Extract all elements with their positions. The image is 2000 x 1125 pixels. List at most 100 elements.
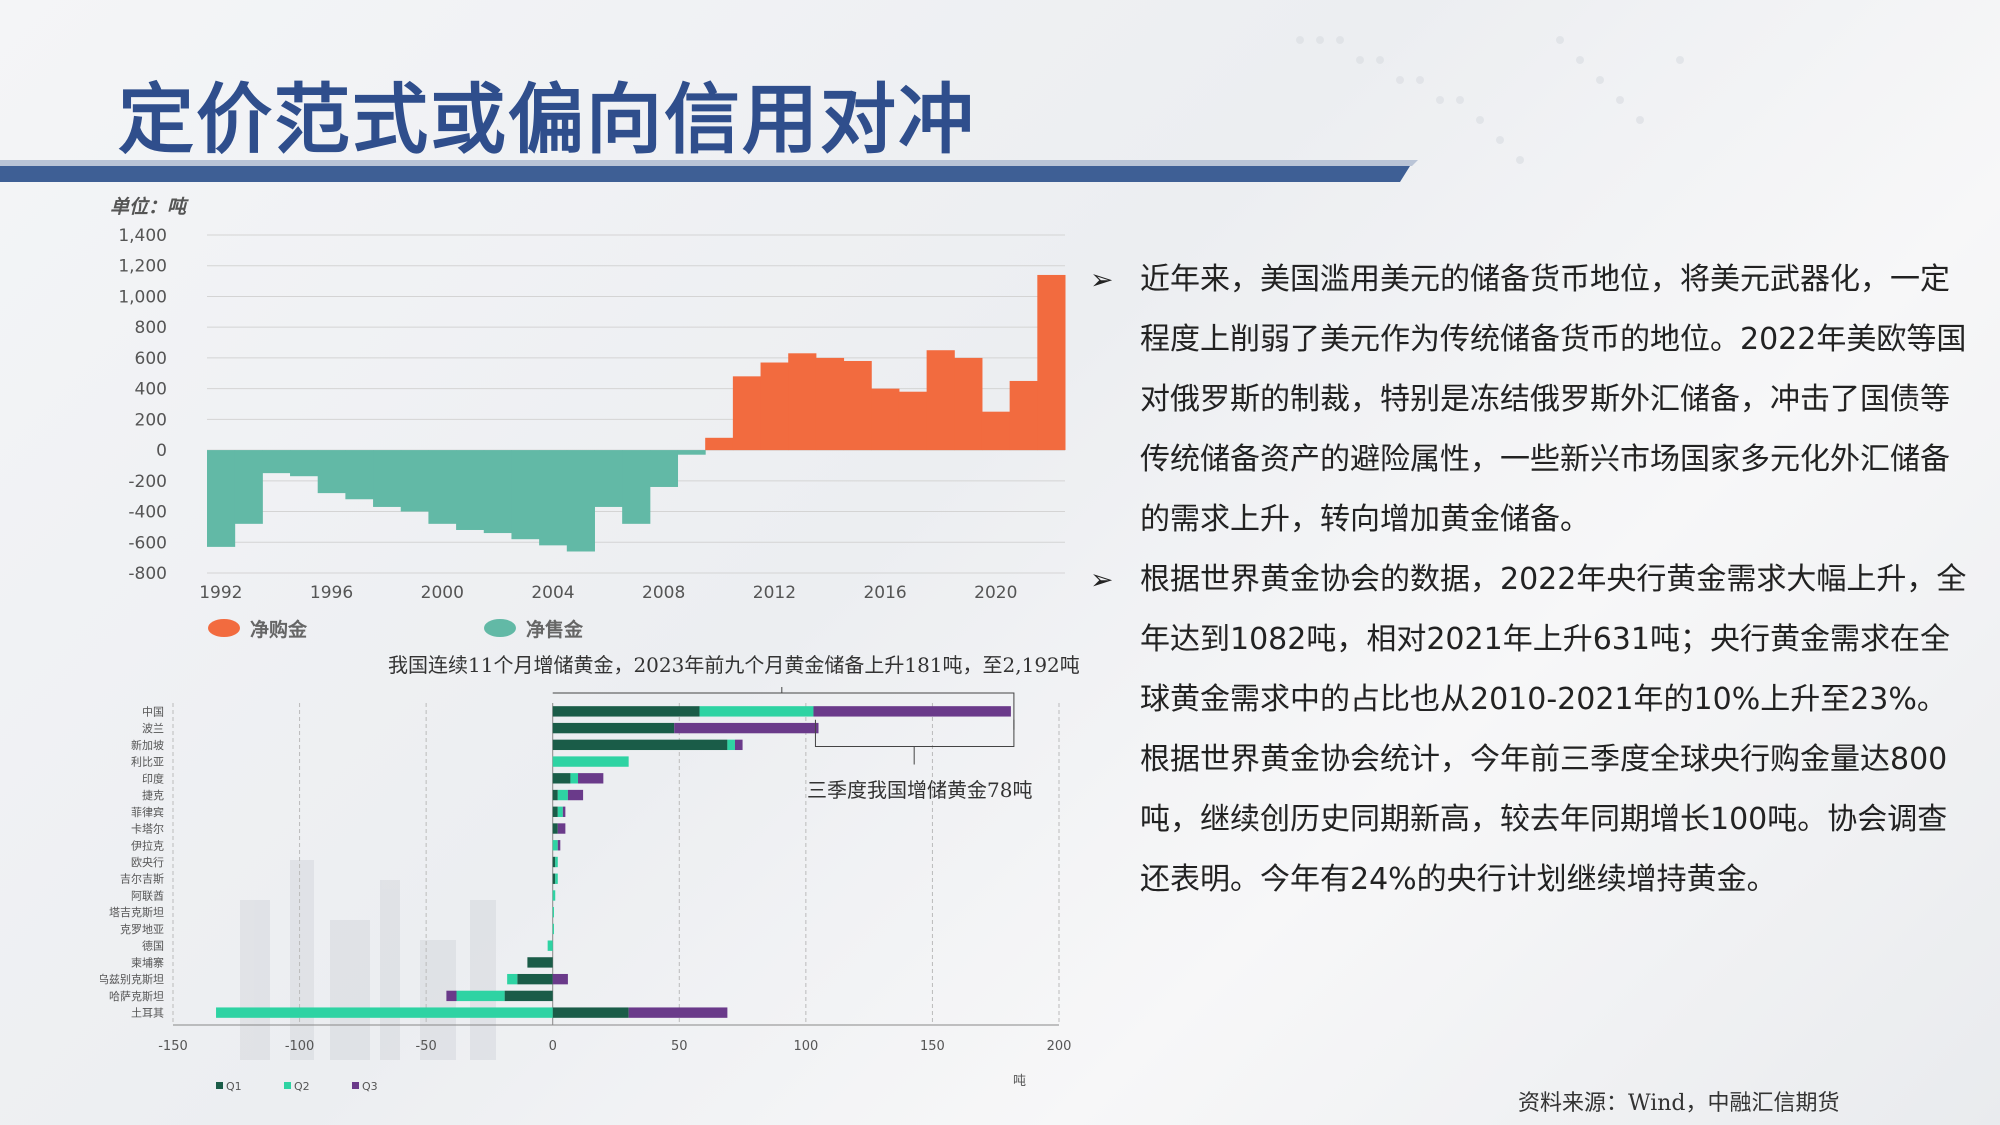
arrow-right-icon: ➢ — [1090, 563, 1114, 596]
bar-segment — [552, 739, 728, 751]
bar-segment — [555, 873, 558, 884]
bar-segment — [567, 789, 584, 801]
x-tick-label: 2020 — [974, 583, 1017, 603]
central-bank-purchase-chart: 我国连续11个月增储黄金，2023年前九个月黄金储备上升181吨，至2,192吨… — [100, 653, 1080, 1093]
bullet-item: ➢ 根据世界黄金协会的数据，2022年央行黄金需求大幅上升，全年达到1082吨，… — [1090, 550, 1970, 910]
bar-segment — [570, 773, 579, 784]
bar — [456, 450, 485, 530]
bar-segment — [552, 873, 556, 884]
bar — [1009, 380, 1038, 451]
y-tick-label: 800 — [135, 318, 167, 338]
bullet-item: ➢ 近年来，美国滥用美元的储备货币地位，将美元武器化，一定程度上削弱了美元作为传… — [1090, 250, 1970, 550]
bar — [760, 362, 789, 451]
category-label: 克罗地亚 — [120, 923, 164, 936]
bar-segment — [552, 973, 568, 985]
bar — [815, 357, 845, 451]
bar — [622, 450, 651, 524]
x-tick-label: 200 — [1047, 1039, 1072, 1054]
category-label: 塔吉克斯坦 — [109, 905, 164, 919]
bar-segment — [699, 706, 814, 717]
bar-segment — [552, 722, 675, 734]
y-tick-label: 0 — [156, 441, 167, 461]
bar-segment — [552, 823, 558, 834]
y-tick-label: -200 — [128, 472, 167, 492]
legend-swatch — [284, 1082, 291, 1089]
bar-segment — [552, 806, 558, 817]
legend-swatch — [216, 1082, 223, 1089]
x-tick-label: 2012 — [753, 583, 796, 603]
bar — [262, 450, 291, 474]
title-underline-bar — [0, 160, 1418, 182]
legend-swatch-net-sell — [484, 619, 516, 637]
bar-series — [207, 274, 1066, 552]
x-tick-label: 50 — [671, 1039, 688, 1054]
bar-segment — [552, 789, 558, 801]
legend-label-net-buy: 净购金 — [250, 618, 308, 641]
legend-swatch — [352, 1082, 359, 1089]
bar-segment — [456, 990, 505, 1002]
page-title: 定价范式或偏向信用对冲 — [118, 75, 976, 164]
net-gold-purchase-chart: 单位：吨 1,4001,2001,0008006004002000-200-40… — [110, 196, 1066, 641]
category-label: 菲律宾 — [131, 805, 164, 819]
x-tick-label: 2004 — [531, 583, 574, 603]
bar-segment — [557, 840, 561, 851]
category-labels: 中国波兰新加坡利比亚印度捷克菲律宾卡塔尔伊拉克欧央行吉尔吉斯阿联酋塔吉克斯坦克罗… — [100, 705, 164, 1019]
bar — [234, 450, 263, 524]
x-axis-unit: 吨 — [1013, 1074, 1026, 1089]
bar — [483, 450, 512, 534]
category-label: 印度 — [142, 771, 164, 785]
bar-segment — [552, 706, 700, 717]
bracket-line — [552, 692, 1015, 730]
bar — [649, 450, 679, 487]
bar-segment — [552, 1007, 629, 1018]
legend-label: Q1 — [226, 1080, 242, 1093]
chart-legend: 净购金 净售金 — [208, 618, 584, 641]
category-label: 欧央行 — [131, 856, 164, 869]
bar — [926, 350, 955, 451]
bar-segment — [557, 806, 563, 817]
bar-segment — [552, 756, 629, 767]
bar-segment — [555, 856, 558, 868]
y-tick-label: -400 — [128, 503, 167, 523]
x-tick-label: 0 — [549, 1039, 557, 1054]
bar-segment — [727, 739, 735, 751]
category-label: 吉尔吉斯 — [120, 873, 164, 886]
bar — [732, 376, 762, 451]
bar-segment — [557, 789, 568, 801]
chart-title: 我国连续11个月增储黄金，2023年前九个月黄金储备上升181吨，至2,192吨 — [388, 653, 1080, 677]
bar-segment — [507, 973, 518, 985]
x-tick-label: 100 — [793, 1039, 818, 1054]
category-label: 乌兹别克斯坦 — [100, 972, 164, 986]
category-label: 阿联酋 — [131, 888, 164, 902]
bar-segment — [446, 990, 457, 1002]
bar — [207, 450, 236, 547]
bar — [705, 437, 734, 451]
bar-segment — [552, 773, 571, 784]
category-label: 伊拉克 — [131, 838, 164, 852]
bar — [566, 450, 595, 552]
bar — [871, 388, 900, 451]
bar-segment — [628, 1007, 728, 1018]
bar — [539, 450, 568, 546]
bullet-list: ➢ 近年来，美国滥用美元的储备货币地位，将美元武器化，一定程度上削弱了美元作为传… — [1090, 250, 1970, 910]
category-label: 中国 — [142, 705, 164, 718]
bar — [1037, 274, 1066, 451]
bar — [788, 353, 817, 451]
legend-label: Q2 — [294, 1080, 310, 1093]
bar-segment — [504, 990, 553, 1002]
bar — [677, 450, 706, 455]
bar-segment — [547, 940, 553, 951]
y-tick-label: 1,200 — [118, 257, 167, 277]
y-tick-label: 400 — [135, 380, 167, 400]
legend-label: Q3 — [362, 1080, 378, 1093]
y-axis-ticks: 1,400 1,200 1,000 800 600 400 200 0 -200 -400 -600… — [118, 226, 167, 584]
bar — [290, 450, 319, 477]
x-axis-ticks: -150 -100 -50 0 50 100 150 200 — [158, 1039, 1071, 1054]
category-label: 捷克 — [142, 788, 164, 802]
legend-swatch-net-buy — [208, 619, 240, 637]
q3-annotation: 三季度我国增储黄金78吨 — [807, 778, 1032, 802]
bar-segment — [552, 856, 556, 868]
x-tick-label: -50 — [416, 1039, 437, 1054]
category-label: 利比亚 — [131, 756, 164, 769]
x-tick-label: 2000 — [421, 583, 464, 603]
